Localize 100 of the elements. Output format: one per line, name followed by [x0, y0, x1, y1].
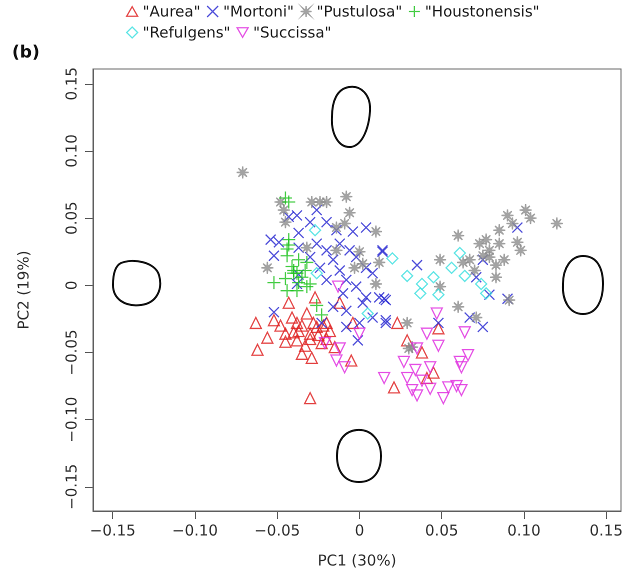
- point: [401, 270, 414, 282]
- x-axis-title: PC1 (30%): [318, 552, 396, 570]
- point: [424, 361, 436, 374]
- point: [500, 208, 514, 222]
- point: [279, 336, 292, 348]
- point: [307, 316, 320, 330]
- point: [482, 250, 496, 264]
- point: [430, 307, 443, 320]
- point: [402, 342, 416, 356]
- point: [291, 278, 303, 290]
- point: [344, 244, 356, 256]
- point: [308, 291, 322, 304]
- point: [477, 321, 488, 333]
- point: [320, 332, 333, 346]
- point: [360, 222, 372, 234]
- point: [334, 342, 346, 355]
- legend-label: "Mortoni": [223, 2, 294, 20]
- point: [433, 253, 447, 266]
- point: [470, 272, 482, 283]
- point: [320, 216, 332, 228]
- point: [320, 316, 333, 330]
- point: [468, 264, 482, 278]
- point: [475, 278, 488, 290]
- point: [330, 244, 344, 258]
- point: [489, 270, 503, 284]
- point: [452, 300, 465, 314]
- point: [492, 224, 506, 237]
- point: [313, 195, 327, 209]
- point: [357, 297, 368, 308]
- point: [292, 324, 305, 338]
- point: [366, 268, 378, 279]
- point: [484, 289, 496, 300]
- point: [409, 364, 422, 376]
- point: [320, 274, 332, 286]
- point: [304, 251, 316, 263]
- y-tick-label: 0: [62, 280, 80, 290]
- point: [282, 238, 296, 252]
- point: [304, 216, 316, 228]
- point: [362, 307, 374, 320]
- point: [432, 322, 445, 334]
- x-tick-label: −0.15: [90, 522, 136, 540]
- point: [278, 190, 293, 206]
- point: [411, 259, 423, 271]
- point: [380, 317, 392, 329]
- point: [452, 228, 465, 242]
- point: [310, 267, 323, 280]
- point: [464, 312, 476, 324]
- point: [454, 356, 466, 368]
- point: [432, 288, 445, 301]
- point: [476, 249, 490, 262]
- point: [352, 334, 364, 346]
- point: [292, 242, 304, 254]
- legend-label: "Houstonensis": [424, 2, 540, 20]
- point: [492, 237, 506, 250]
- y-tick-label: 0.05: [62, 201, 80, 235]
- x-tick-label: 0.05: [425, 522, 458, 540]
- y-axis-title: PC2 (19%): [14, 250, 32, 330]
- x-tick-label: 0.15: [589, 522, 623, 540]
- point: [347, 226, 359, 238]
- point: [506, 216, 520, 230]
- point: [288, 326, 300, 338]
- point: [470, 310, 483, 324]
- point: [410, 342, 424, 355]
- point: [268, 250, 280, 262]
- point: [442, 381, 454, 394]
- point: [311, 238, 322, 250]
- point: [338, 216, 352, 230]
- point: [346, 316, 360, 330]
- point: [251, 344, 264, 356]
- point: [308, 224, 322, 236]
- point: [352, 245, 366, 258]
- point: [405, 340, 419, 354]
- point: [455, 384, 468, 396]
- point: [360, 262, 372, 274]
- point: [432, 340, 445, 352]
- point: [378, 372, 390, 384]
- point: [398, 356, 410, 368]
- point: [320, 195, 334, 209]
- point: [386, 252, 399, 265]
- point: [480, 287, 492, 300]
- point: [311, 204, 322, 216]
- point: [482, 244, 496, 258]
- point: [340, 190, 353, 204]
- point: [348, 261, 362, 274]
- point: [250, 316, 262, 330]
- point: [424, 382, 436, 395]
- point: [298, 263, 312, 278]
- text: (b): [12, 42, 40, 62]
- point: [366, 312, 378, 324]
- point: [414, 287, 426, 300]
- point: [342, 206, 356, 220]
- point: [314, 262, 326, 274]
- point: [268, 314, 280, 326]
- point: [416, 374, 428, 387]
- point: [463, 253, 476, 266]
- y-tick-label: 0.10: [62, 134, 80, 168]
- point: [328, 254, 339, 266]
- point: [340, 274, 352, 286]
- point: [266, 275, 282, 290]
- point: [292, 268, 304, 280]
